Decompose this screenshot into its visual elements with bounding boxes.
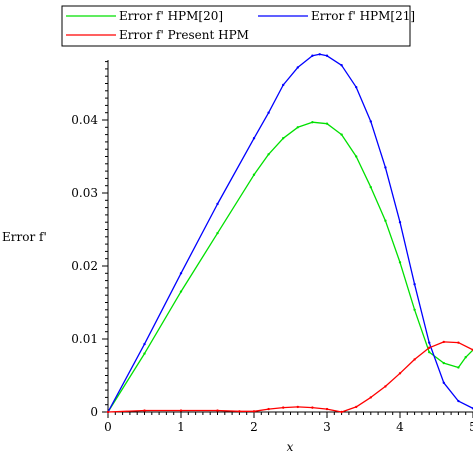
series-2-point bbox=[428, 341, 431, 344]
series-1-point bbox=[355, 155, 358, 158]
series-2-point bbox=[216, 202, 219, 206]
series-1-point bbox=[384, 219, 387, 222]
series-group bbox=[106, 53, 473, 414]
x-tick-label: 5 bbox=[469, 420, 473, 434]
series-1-point bbox=[311, 120, 314, 124]
y-tick-label: 0.02 bbox=[71, 259, 98, 273]
series-2-point bbox=[355, 85, 358, 89]
series-2-point bbox=[369, 120, 372, 123]
x-tick-label: 0 bbox=[104, 420, 112, 434]
series-1-point bbox=[428, 350, 431, 354]
series-3-point bbox=[457, 341, 460, 344]
series-2-point bbox=[267, 111, 270, 114]
series-3-point bbox=[267, 407, 270, 411]
x-axis-label: x bbox=[287, 440, 294, 454]
series-1-point bbox=[340, 133, 343, 136]
series-3-point bbox=[369, 396, 372, 399]
series-3-point bbox=[398, 372, 402, 375]
series-1-point bbox=[369, 185, 372, 189]
legend-label-3: Error f' Present HPM bbox=[119, 28, 249, 42]
series-3-point bbox=[325, 407, 329, 411]
series-3-point bbox=[106, 410, 110, 414]
legend-label-1: Error f' HPM[20] bbox=[119, 9, 223, 23]
series-3-point bbox=[238, 410, 241, 413]
y-tick-label: 0.04 bbox=[71, 113, 98, 127]
series-1-point bbox=[398, 261, 402, 264]
y-tick-label: 0.03 bbox=[71, 186, 98, 200]
series-1-point bbox=[267, 153, 270, 156]
axes: 0 1 2 3 4 5 0 0.01 0.02 0.03 0.04 x Error f' bbox=[2, 60, 473, 454]
series-2-point bbox=[384, 166, 387, 169]
series-2-point bbox=[398, 221, 402, 224]
series-3-point bbox=[413, 358, 416, 361]
series-3-point bbox=[282, 406, 285, 409]
series-1-point bbox=[216, 231, 219, 235]
series-2-point bbox=[311, 54, 314, 57]
y-tick-label: 0.01 bbox=[71, 332, 98, 346]
series-2-point bbox=[413, 283, 416, 286]
series-3-point bbox=[428, 346, 431, 349]
legend: Error f' HPM[20] Error f' HPM[21] Error f'… bbox=[61, 5, 415, 47]
series-3-point bbox=[252, 410, 256, 413]
series-3-point bbox=[296, 405, 299, 409]
series-3-point bbox=[311, 406, 314, 409]
series-3-point bbox=[143, 409, 146, 412]
series-1-point bbox=[282, 137, 285, 140]
legend-box bbox=[61, 5, 411, 47]
series-2-point bbox=[296, 66, 299, 69]
series-3-point bbox=[355, 405, 358, 409]
y-axis-label: Error f' bbox=[2, 230, 47, 244]
series-2-point bbox=[318, 53, 321, 56]
series-2-point bbox=[325, 54, 329, 57]
series-2-point bbox=[282, 83, 285, 87]
series-1-point bbox=[252, 173, 256, 176]
series-2-point bbox=[179, 272, 183, 275]
series-line-1 bbox=[107, 121, 473, 413]
series-1-point bbox=[296, 126, 299, 129]
x-tick-label: 2 bbox=[250, 420, 258, 434]
x-tick-label: 1 bbox=[177, 420, 185, 434]
series-1-point bbox=[457, 366, 460, 369]
series-1-point bbox=[442, 361, 445, 365]
series-1-point bbox=[325, 122, 329, 125]
series-2-point bbox=[442, 381, 445, 384]
series-line-2 bbox=[107, 53, 473, 413]
series-3-point bbox=[384, 385, 387, 388]
series-3-point bbox=[179, 409, 183, 412]
series-2-point bbox=[457, 399, 460, 403]
series-3-point bbox=[216, 409, 219, 412]
series-2-point bbox=[252, 137, 256, 140]
x-tick-label: 4 bbox=[396, 420, 404, 434]
series-1-point bbox=[179, 290, 183, 293]
x-tick-label: 3 bbox=[323, 420, 331, 434]
series-1-point bbox=[143, 352, 146, 355]
series-2-point bbox=[340, 64, 343, 67]
legend-label-2: Error f' HPM[21] bbox=[311, 9, 415, 23]
y-tick-label: 0 bbox=[90, 405, 98, 419]
series-2-point bbox=[143, 342, 146, 346]
series-1-point bbox=[464, 356, 467, 359]
series-3-point bbox=[442, 340, 445, 344]
series-1-point bbox=[413, 308, 416, 311]
series-line-3 bbox=[107, 341, 473, 413]
series-3-point bbox=[340, 410, 343, 414]
